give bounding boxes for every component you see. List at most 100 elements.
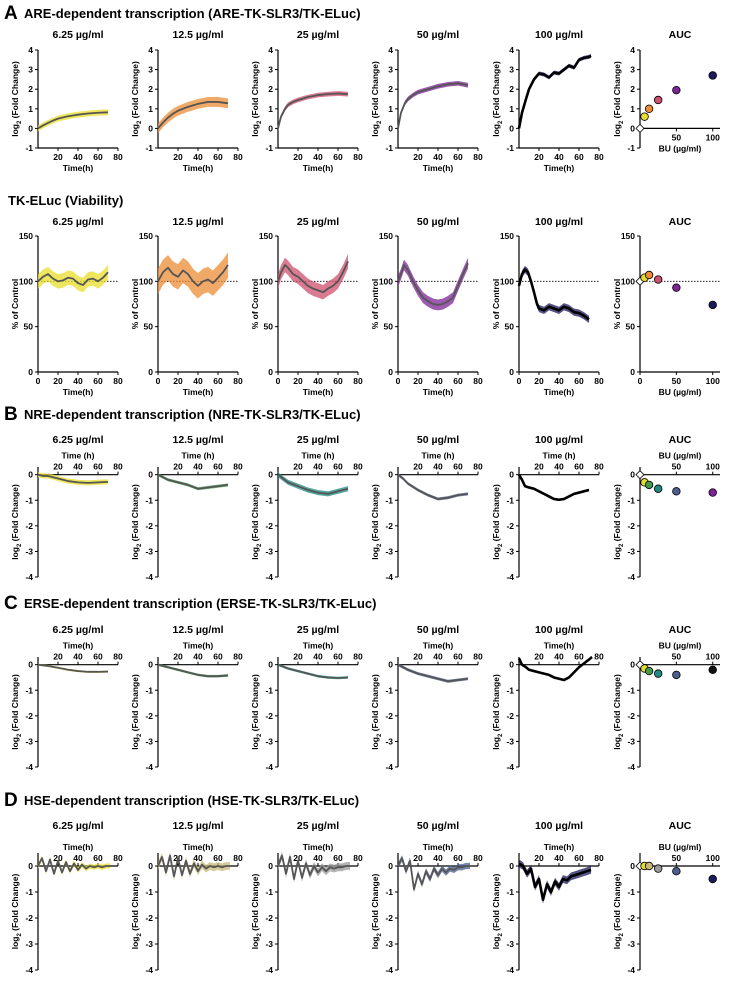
- y-tick-label: -2: [385, 521, 393, 531]
- x-tick-label: 40: [313, 853, 323, 863]
- sd-band: [519, 53, 591, 131]
- x-tick-label: 40: [193, 376, 203, 386]
- y-tick-label: -1: [627, 887, 635, 897]
- sd-band: [278, 91, 348, 131]
- x-axis-label: Time(h): [303, 641, 334, 651]
- x-axis-label: BU (µg/ml): [659, 143, 702, 153]
- x-tick-label: 20: [173, 376, 183, 386]
- series-line: [37, 857, 110, 875]
- x-tick-label: 60: [213, 462, 223, 472]
- y-tick-label: 0: [630, 660, 635, 670]
- y-tick-label: 0: [268, 660, 273, 670]
- x-axis-label: Time(h): [544, 163, 575, 173]
- y-tick-label: -2: [145, 913, 153, 923]
- chart-title: AUC: [669, 29, 692, 41]
- series-line: [37, 271, 109, 286]
- sd-band: [398, 257, 468, 311]
- section-d-title: HSE-dependent transcription (HSE-TK-SLR3…: [24, 793, 359, 808]
- series-line: [37, 473, 109, 484]
- y-tick-label: 2: [148, 84, 153, 94]
- x-tick-label: 80: [233, 376, 243, 386]
- x-tick-label: 20: [413, 376, 423, 386]
- series-line: [277, 473, 349, 495]
- chart-panel-via-5: 100 µg/ml 0 50 100 150 % of Control 0 20 40 60 80 T…: [491, 216, 604, 397]
- y-tick-label: 150: [259, 231, 273, 241]
- chart-panel-erse-6: AUC -4 -3 -2 -1 0 log2 (Fold Change) 50 100 BU (µ…: [612, 624, 720, 772]
- chart-title: 12.5 µg/ml: [173, 820, 224, 832]
- chart-panel-nre-2: 12.5 µg/ml -4 -3 -2 -1 0 log2 (Fold Change) 20 4…: [130, 434, 243, 582]
- x-tick-label: 20: [534, 853, 544, 863]
- chart-title: 25 µg/ml: [297, 624, 339, 636]
- x-tick-label: 40: [433, 152, 443, 162]
- series-line: [397, 857, 470, 891]
- x-tick-label: 80: [594, 152, 604, 162]
- x-axis-label: Time(h): [183, 842, 214, 852]
- y-tick-label: -4: [145, 762, 153, 772]
- y-tick-label: -1: [506, 495, 514, 505]
- data-point: [644, 270, 654, 280]
- series-line: [397, 262, 469, 306]
- x-axis-label: Time(h): [183, 163, 214, 173]
- y-tick-label: 0: [509, 123, 514, 133]
- chart-panel-erse-2: 12.5 µg/ml -4 -3 -2 -1 0 log2 (Fold Change) 20 4…: [130, 624, 243, 772]
- x-tick-label: 0: [517, 376, 522, 386]
- x-axis-label: Time (h): [543, 451, 576, 461]
- section-a-letter: A: [4, 3, 18, 24]
- y-tick-label: 4: [509, 45, 514, 55]
- y-tick-label: 0: [388, 861, 393, 871]
- x-tick-label: 20: [293, 152, 303, 162]
- x-axis-label: Time(h): [544, 842, 575, 852]
- x-tick-label: 80: [473, 462, 483, 472]
- y-tick-label: 100: [139, 276, 153, 286]
- chart-panel-are-3: 25 µg/ml -1 0 1 2 3 4 log2 (Fold Change) 20 40 60 8…: [250, 29, 363, 173]
- chart-title: 50 µg/ml: [417, 820, 459, 832]
- y-tick-label: -3: [145, 546, 153, 556]
- series-line: [518, 862, 592, 902]
- chart-panel-nre-4: 50 µg/ml -4 -3 -2 -1 0 log2 (Fold Change) 20 40 6…: [370, 434, 483, 582]
- y-axis-label: log2 (Fold Change): [370, 61, 383, 137]
- y-tick-label: -1: [506, 685, 514, 695]
- series-line: [37, 663, 109, 673]
- y-tick-label: -1: [145, 495, 153, 505]
- y-tick-label: -3: [506, 736, 514, 746]
- y-tick-label: -4: [627, 572, 635, 582]
- x-tick-label: 40: [73, 376, 83, 386]
- y-tick-label: -1: [265, 495, 273, 505]
- y-tick-label: -3: [627, 939, 635, 949]
- series-line: [517, 474, 590, 502]
- x-axis-label: Time(h): [423, 163, 454, 173]
- y-tick-label: 1: [148, 104, 153, 114]
- x-tick-label: 20: [413, 152, 423, 162]
- chart-title: 100 µg/ml: [535, 434, 583, 446]
- series-line: [397, 82, 469, 129]
- y-tick-label: 150: [379, 231, 393, 241]
- data-point: [708, 300, 717, 310]
- y-tick-label: -4: [25, 572, 33, 582]
- x-axis-label: Time(h): [544, 387, 575, 397]
- chart-title: 6.25 µg/ml: [53, 820, 104, 832]
- sd-band: [158, 473, 228, 491]
- y-tick-label: -3: [627, 546, 635, 556]
- y-tick-label: 3: [28, 65, 33, 75]
- chart-title: 50 µg/ml: [417, 624, 459, 636]
- y-tick-label: 3: [388, 65, 393, 75]
- x-tick-label: 80: [113, 853, 123, 863]
- sd-band: [278, 663, 348, 680]
- y-tick-label: 100: [19, 276, 33, 286]
- x-axis-label: Time (h): [182, 451, 215, 461]
- x-axis-label: Time (h): [62, 451, 95, 461]
- y-tick-label: 0: [28, 470, 33, 480]
- y-axis-label: log2 (Fold Change): [130, 61, 143, 137]
- y-axis-label: log2 (Fold Change): [130, 674, 143, 750]
- sd-band: [158, 97, 228, 134]
- x-tick-label: 60: [213, 152, 223, 162]
- x-tick-label: 100: [706, 462, 720, 472]
- chart-panel-are-2: 12.5 µg/ml -1 0 1 2 3 4 log2 (Fold Change) 20 40 6…: [130, 29, 243, 173]
- x-tick-label: 80: [113, 652, 123, 662]
- sd-band: [278, 472, 348, 497]
- y-tick-label: 2: [509, 84, 514, 94]
- y-tick-label: 4: [388, 45, 393, 55]
- chart-panel-are-6: AUC -1 0 1 2 3 4 log2 (Fold Change) 50 100 BU (µg/…: [612, 29, 720, 153]
- x-tick-label: 50: [672, 853, 682, 863]
